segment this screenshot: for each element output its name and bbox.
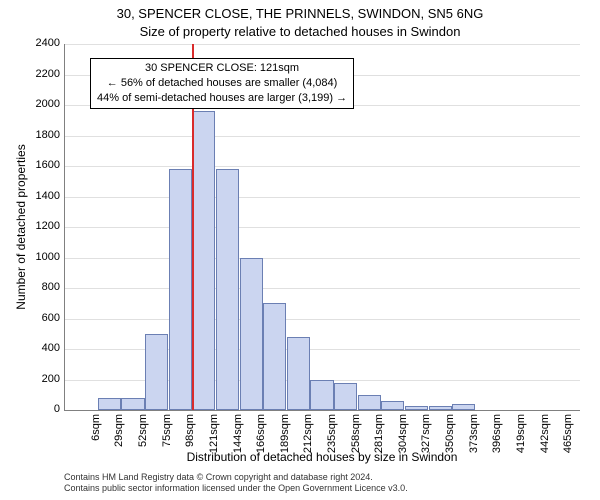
y-tick-label: 2200 — [26, 68, 60, 80]
y-tick-label: 1800 — [26, 129, 60, 141]
grid-line — [64, 258, 580, 259]
x-tick-label: 373sqm — [468, 414, 480, 474]
grid-line — [64, 166, 580, 167]
histogram-bar — [263, 303, 286, 410]
histogram-bar — [405, 406, 428, 410]
histogram-bar — [334, 383, 357, 410]
x-tick-label: 235sqm — [326, 414, 338, 474]
histogram-bar — [358, 395, 381, 410]
x-tick-label: 442sqm — [539, 414, 551, 474]
x-tick-label: 52sqm — [137, 414, 149, 474]
y-axis-line — [64, 44, 65, 410]
x-tick-label: 212sqm — [302, 414, 314, 474]
x-tick-label: 166sqm — [255, 414, 267, 474]
histogram-bar — [429, 406, 452, 410]
x-tick-label: 75sqm — [161, 414, 173, 474]
title-line-2: Size of property relative to detached ho… — [0, 24, 600, 39]
x-tick-label: 465sqm — [562, 414, 574, 474]
y-tick-label: 1000 — [26, 251, 60, 263]
title-line-1: 30, SPENCER CLOSE, THE PRINNELS, SWINDON… — [0, 6, 600, 21]
y-tick-label: 800 — [26, 281, 60, 293]
grid-line — [64, 349, 580, 350]
histogram-bar — [310, 380, 333, 411]
annotation-box: 30 SPENCER CLOSE: 121sqm← 56% of detache… — [90, 58, 354, 109]
histogram-bar — [287, 337, 310, 410]
footer-line-2: Contains public sector information licen… — [64, 483, 580, 494]
x-tick-label: 304sqm — [397, 414, 409, 474]
x-tick-label: 419sqm — [515, 414, 527, 474]
x-tick-label: 327sqm — [420, 414, 432, 474]
histogram-bar — [192, 111, 215, 410]
grid-line — [64, 227, 580, 228]
x-tick-label: 98sqm — [184, 414, 196, 474]
footer-attribution: Contains HM Land Registry data © Crown c… — [64, 472, 580, 495]
y-tick-label: 200 — [26, 373, 60, 385]
x-tick-label: 6sqm — [90, 414, 102, 474]
x-tick-label: 29sqm — [113, 414, 125, 474]
histogram-bar — [98, 398, 121, 410]
x-tick-label: 396sqm — [491, 414, 503, 474]
histogram-bar — [145, 334, 168, 410]
histogram-bar — [381, 401, 404, 410]
histogram-bar — [240, 258, 263, 411]
annotation-line-2: ← 56% of detached houses are smaller (4,… — [97, 76, 347, 91]
x-tick-label: 350sqm — [444, 414, 456, 474]
y-tick-label: 0 — [26, 403, 60, 415]
x-tick-label: 189sqm — [279, 414, 291, 474]
x-tick-label: 258sqm — [350, 414, 362, 474]
histogram-bar — [169, 169, 192, 410]
annotation-line-1: 30 SPENCER CLOSE: 121sqm — [97, 61, 347, 76]
y-tick-label: 600 — [26, 312, 60, 324]
grid-line — [64, 319, 580, 320]
y-tick-label: 400 — [26, 342, 60, 354]
x-tick-label: 144sqm — [232, 414, 244, 474]
annotation-line-3: 44% of semi-detached houses are larger (… — [97, 91, 347, 106]
grid-line — [64, 136, 580, 137]
y-tick-label: 2400 — [26, 37, 60, 49]
x-tick-label: 121sqm — [208, 414, 220, 474]
y-tick-label: 1200 — [26, 220, 60, 232]
grid-line — [64, 44, 580, 45]
y-tick-label: 1400 — [26, 190, 60, 202]
x-axis-line — [64, 410, 580, 411]
grid-line — [64, 288, 580, 289]
histogram-bar — [216, 169, 239, 410]
histogram-bar — [452, 404, 475, 410]
y-tick-label: 1600 — [26, 159, 60, 171]
x-tick-label: 281sqm — [373, 414, 385, 474]
histogram-bar — [121, 398, 144, 410]
figure: 30, SPENCER CLOSE, THE PRINNELS, SWINDON… — [0, 0, 600, 500]
y-tick-label: 2000 — [26, 98, 60, 110]
grid-line — [64, 197, 580, 198]
